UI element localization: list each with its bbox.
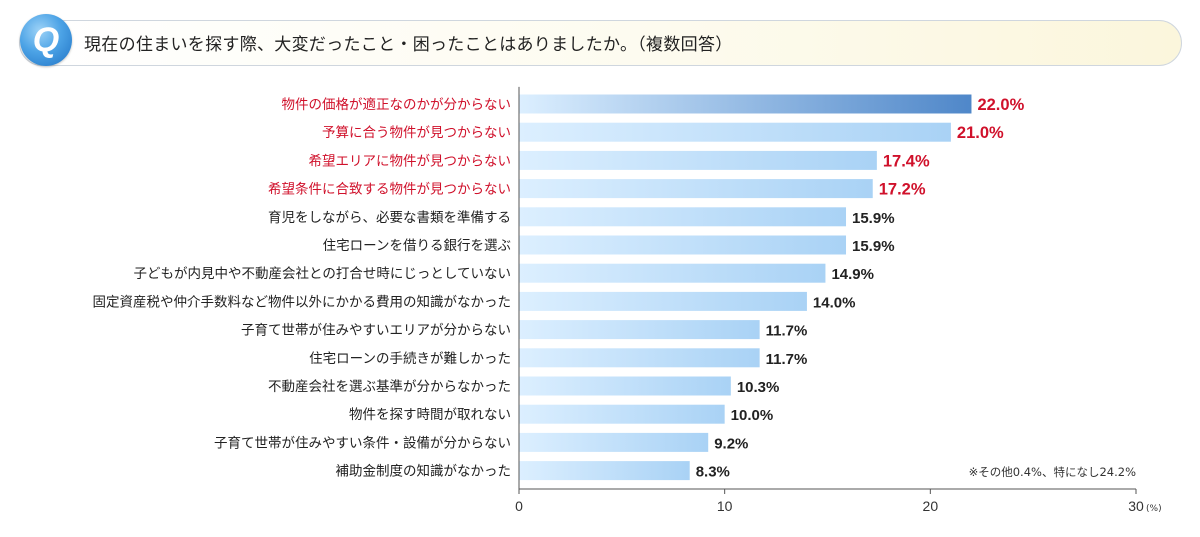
bar (519, 179, 873, 199)
bar (519, 348, 760, 368)
x-tick-label: 20 (923, 498, 939, 514)
bar (519, 376, 731, 396)
bar (519, 94, 972, 114)
question-text: 現在の住まいを探す際、大変だったこと・困ったことはありましたか。（複数回答） (84, 35, 733, 55)
value-label: 22.0% (977, 96, 1024, 114)
category-label: 子育て世帯が住みやすい条件・設備が分からない (214, 434, 511, 451)
category-label: 予算に合う物件が見つからない (322, 125, 511, 141)
q-badge (20, 14, 72, 66)
category-label: 希望エリアに物件が見つからない (309, 153, 512, 169)
value-label: 21.0% (957, 124, 1004, 142)
category-label: 育児をしながら、必要な書類を準備する (268, 210, 511, 226)
bar (519, 404, 725, 424)
value-label: 10.3% (737, 379, 780, 396)
bar (519, 291, 807, 311)
value-label: 14.0% (813, 294, 856, 311)
value-label: 15.9% (852, 210, 895, 227)
value-label: 11.7% (766, 351, 808, 368)
bar (519, 150, 877, 170)
value-label: 9.2% (714, 435, 748, 452)
value-label: 10.0% (731, 407, 774, 424)
category-label: 不動産会社を選ぶ基準が分からなかった (268, 378, 511, 395)
value-label: 15.9% (852, 238, 895, 255)
value-label: 17.2% (879, 181, 926, 199)
category-label: 子育て世帯が住みやすいエリアが分からない (241, 323, 511, 339)
value-label: 8.3% (696, 464, 730, 481)
category-label: 住宅ローンを借りる銀行を選ぶ (323, 238, 511, 254)
x-unit-label: (%) (1146, 504, 1162, 514)
bar (519, 461, 690, 481)
category-label: 固定資産税や仲介手数料など物件以外にかかる費用の知識がなかった (93, 293, 512, 310)
category-label: 物件を探す時間が取れない (349, 407, 511, 423)
category-label: 補助金制度の知識がなかった (336, 463, 512, 480)
category-label: 物件の価格が適正なのかが分からない (282, 96, 512, 113)
x-tick-label: 30 (1128, 498, 1144, 514)
footnote: ※その他0.4%、特になし24.2% (969, 465, 1136, 479)
bar (519, 263, 826, 283)
question-banner (19, 20, 1182, 66)
value-label: 14.9% (831, 266, 874, 283)
value-label: 17.4% (883, 152, 930, 170)
category-label: 希望条件に合致する物件が見つからない (268, 181, 511, 198)
bar (519, 207, 847, 227)
q-badge-letter: Q (32, 21, 60, 59)
bar (519, 320, 760, 340)
value-label: 11.7% (766, 323, 808, 340)
x-tick-label: 10 (717, 498, 733, 514)
bar (519, 235, 847, 255)
bar (519, 122, 951, 142)
x-tick-label: 0 (515, 498, 523, 514)
category-label: 住宅ローンの手続きが難しかった (309, 351, 511, 367)
bar (519, 432, 709, 452)
category-label: 子どもが内見中や不動産会社との打合せ時にじっとしていない (134, 265, 511, 282)
